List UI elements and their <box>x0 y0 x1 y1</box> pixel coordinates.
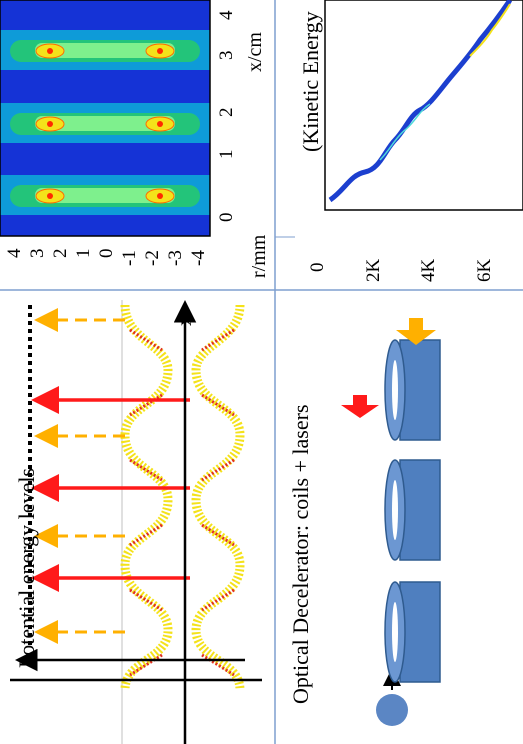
potential-axis-label: x <box>174 316 196 326</box>
potential-curve-upper <box>191 304 245 691</box>
atom-dot <box>376 694 408 726</box>
potential-curve-lower <box>120 304 173 691</box>
orange-laser-beam-icon <box>396 318 436 345</box>
density-x-tick: 4 <box>216 10 237 21</box>
kinetic-tick: 6K <box>474 258 495 282</box>
coil-disc <box>384 339 441 441</box>
density-plot-panel <box>0 0 211 237</box>
potential-red-segments <box>129 328 235 677</box>
decelerator-caption: Optical Decelerator: coils + lasers <box>288 404 313 704</box>
density-y-tick: -4 <box>188 250 209 266</box>
density-xlabel: x/cm <box>244 32 266 72</box>
kinetic-energy-trace-highlight <box>469 3 511 57</box>
kinetic-ylabel: (Kinetic Energy <box>298 11 323 152</box>
kinetic-tick: 0 <box>307 262 328 273</box>
density-x-tick: 1 <box>216 149 237 160</box>
potential-panel-title: Potential energy levels <box>14 468 39 668</box>
decelerator-panel <box>341 318 441 726</box>
density-y-tick: 4 <box>4 248 25 259</box>
kinetic-energy-panel <box>324 0 523 211</box>
density-ylabel: r/mm <box>248 234 270 278</box>
kinetic-energy-trace <box>328 0 513 203</box>
density-x-tick: 3 <box>216 50 237 61</box>
density-y-tick: -3 <box>165 250 186 266</box>
coil-disc <box>384 581 441 683</box>
density-y-tick: 1 <box>73 248 94 259</box>
density-y-tick: -1 <box>119 250 140 266</box>
kinetic-energy-trace-cyan <box>379 103 431 161</box>
potential-energy-panel <box>10 300 262 744</box>
kinetic-tick: 2K <box>363 258 384 282</box>
coil-disc <box>384 459 441 561</box>
red-laser-beam-icon <box>341 395 379 418</box>
density-x-tick: 2 <box>216 107 237 118</box>
kinetic-tick: 4K <box>418 258 439 282</box>
density-y-tick: 2 <box>50 248 71 259</box>
density-y-tick: 3 <box>27 248 48 259</box>
density-x-tick: 0 <box>216 212 237 223</box>
density-y-tick: 0 <box>96 248 117 259</box>
density-y-tick: -2 <box>142 250 163 266</box>
